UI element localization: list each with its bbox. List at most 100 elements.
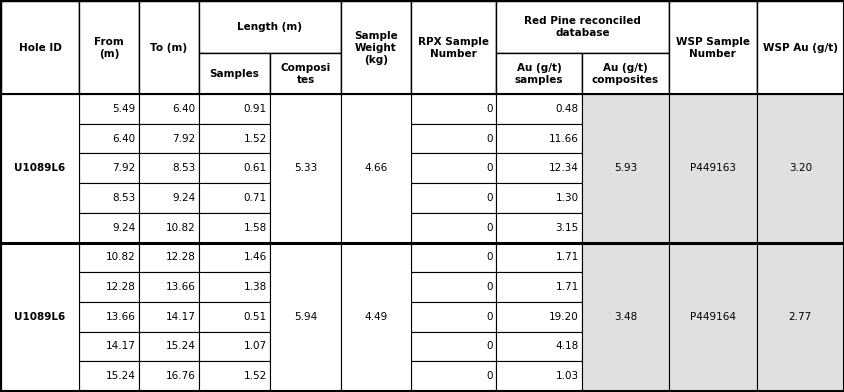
Bar [198,53,269,94]
Text: WSP Sample
Number: WSP Sample Number [675,36,749,58]
Bar [138,243,198,272]
Bar [198,1,341,53]
Bar [495,124,581,153]
Bar [410,1,495,94]
Text: 0.61: 0.61 [244,163,267,173]
Text: 5.93: 5.93 [613,163,636,173]
Text: Au (g/t)
samples: Au (g/t) samples [514,62,562,85]
Bar [410,272,495,302]
Bar [341,94,410,243]
Text: 0.48: 0.48 [555,104,578,114]
Text: 12.28: 12.28 [165,252,196,262]
Bar [138,272,198,302]
Bar [410,124,495,153]
Text: Composi
tes: Composi tes [280,62,330,85]
Bar [755,243,843,391]
Text: 16.76: 16.76 [165,371,196,381]
Text: 0: 0 [486,371,493,381]
Bar [198,361,269,391]
Bar [138,183,198,213]
Bar [495,332,581,361]
Bar [78,124,138,153]
Text: 0: 0 [486,252,493,262]
Bar [495,272,581,302]
Text: 15.24: 15.24 [106,371,136,381]
Bar [198,124,269,153]
Bar [581,53,668,94]
Text: U1089L6: U1089L6 [14,312,66,322]
Bar [198,243,269,272]
Text: 19.20: 19.20 [549,312,578,322]
Bar [668,94,755,243]
Bar [1,243,78,391]
Bar [269,94,341,243]
Text: 3.15: 3.15 [555,223,578,232]
Bar [410,183,495,213]
Bar [410,302,495,332]
Bar [138,302,198,332]
Text: 1.46: 1.46 [243,252,267,262]
Text: 1.71: 1.71 [555,282,578,292]
Text: 1.71: 1.71 [555,252,578,262]
Bar [138,94,198,124]
Text: 11.66: 11.66 [548,134,578,143]
Text: 0: 0 [486,223,493,232]
Text: 6.40: 6.40 [112,134,136,143]
Bar [138,1,198,94]
Bar [138,124,198,153]
Bar [198,302,269,332]
Bar [495,1,668,53]
Text: 1.07: 1.07 [244,341,267,352]
Text: 5.94: 5.94 [294,312,316,322]
Text: 4.66: 4.66 [364,163,387,173]
Text: 14.17: 14.17 [165,312,196,322]
Bar [495,53,581,94]
Bar [410,94,495,124]
Bar [668,1,755,94]
Text: Hole ID: Hole ID [19,42,62,53]
Text: From
(m): From (m) [94,36,123,58]
Text: 0.51: 0.51 [244,312,267,322]
Bar [198,153,269,183]
Bar [138,153,198,183]
Bar [78,153,138,183]
Bar [78,213,138,243]
Text: 4.49: 4.49 [364,312,387,322]
Text: 2.77: 2.77 [787,312,811,322]
Bar [198,332,269,361]
Bar [581,94,668,243]
Text: 10.82: 10.82 [165,223,196,232]
Bar [198,183,269,213]
Text: 1.52: 1.52 [243,134,267,143]
Bar [410,332,495,361]
Bar [581,243,668,391]
Text: 13.66: 13.66 [106,312,136,322]
Text: Samples: Samples [209,69,259,78]
Text: 9.24: 9.24 [172,193,196,203]
Bar [341,243,410,391]
Text: 1.03: 1.03 [555,371,578,381]
Text: 9.24: 9.24 [112,223,136,232]
Text: 1.38: 1.38 [243,282,267,292]
Bar [410,361,495,391]
Bar [78,361,138,391]
Bar [78,1,138,94]
Text: 8.53: 8.53 [172,163,196,173]
Bar [1,94,78,243]
Text: 0: 0 [486,341,493,352]
Bar [495,153,581,183]
Bar [269,243,341,391]
Bar [269,53,341,94]
Bar [198,213,269,243]
Text: 0: 0 [486,163,493,173]
Bar [138,332,198,361]
Text: 15.24: 15.24 [165,341,196,352]
Text: Au (g/t)
composites: Au (g/t) composites [591,62,658,85]
Bar [495,361,581,391]
Text: 1.52: 1.52 [243,371,267,381]
Bar [78,94,138,124]
Text: P449164: P449164 [689,312,735,322]
Text: 3.20: 3.20 [787,163,811,173]
Text: 5.33: 5.33 [294,163,316,173]
Text: 8.53: 8.53 [112,193,136,203]
